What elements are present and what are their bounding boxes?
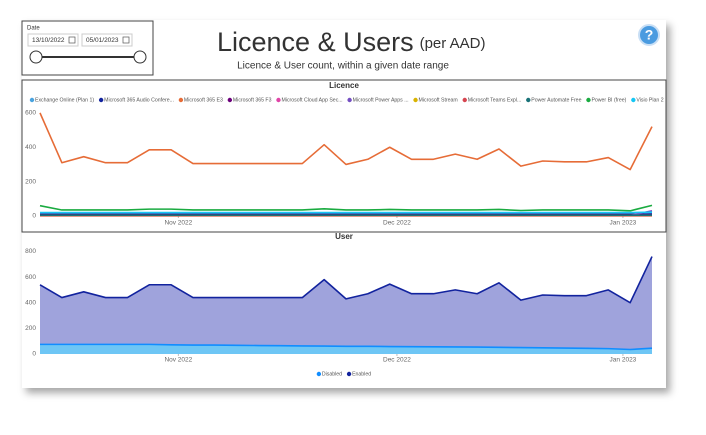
y-tick-label: 400 (25, 144, 36, 151)
slider-handle[interactable] (134, 51, 146, 63)
y-tick-label: 0 (32, 351, 36, 358)
y-tick-label: 400 (25, 299, 36, 306)
legend-label: Power BI (free) (591, 97, 626, 103)
legend-label: Microsoft 365 Audio Confere... (104, 97, 174, 103)
legend-swatch (179, 98, 183, 102)
y-tick-label: 200 (25, 325, 36, 332)
y-tick-label: 800 (25, 248, 36, 255)
y-tick-label: 600 (25, 274, 36, 281)
chart-title: Licence (329, 81, 359, 90)
y-tick-label: 200 (25, 178, 36, 185)
help-icon: ? (645, 27, 654, 43)
x-tick-label: Dec 2022 (383, 220, 411, 227)
slider-handle[interactable] (30, 51, 42, 63)
y-tick-label: 0 (32, 213, 36, 220)
legend-swatch (586, 98, 590, 102)
legend-label: Disabled (322, 371, 342, 377)
legend-label: Microsoft Stream (419, 97, 458, 103)
legend-swatch (463, 98, 467, 102)
legend-label: Microsoft Teams Expl... (468, 97, 522, 103)
legend-swatch (317, 372, 321, 376)
page-subtitle: Licence & User count, within a given dat… (237, 61, 449, 72)
x-tick-label: Jan 2023 (610, 220, 637, 227)
x-tick-label: Nov 2022 (164, 220, 192, 227)
title-main: Licence & Users (217, 27, 414, 57)
legend-label: Power Automate Free (531, 97, 581, 103)
legend-swatch (631, 98, 635, 102)
legend-label: Microsoft 365 E3 (184, 97, 223, 103)
legend-label: Exchange Online (Plan 1) (35, 97, 94, 103)
legend-swatch (347, 372, 351, 376)
x-tick-label: Jan 2023 (610, 357, 637, 364)
legend-swatch (526, 98, 530, 102)
legend-label: Enabled (352, 371, 371, 377)
legend-label: Microsoft Cloud App Sec... (281, 97, 342, 103)
legend-swatch (99, 98, 103, 102)
chart-title: User (335, 232, 353, 241)
legend-swatch (413, 98, 417, 102)
legend-label: Microsoft 365 F3 (233, 97, 272, 103)
date-end: 05/01/2023 (86, 37, 119, 44)
legend-label: Visio Plan 2 (636, 97, 663, 103)
y-tick-label: 600 (25, 110, 36, 117)
slicer-label: Date (27, 26, 40, 32)
legend-label: Microsoft Power Apps ... (353, 97, 409, 103)
legend-swatch (276, 98, 280, 102)
legend-swatch (228, 98, 232, 102)
legend-swatch (347, 98, 351, 102)
date-start: 13/10/2022 (32, 37, 65, 44)
legend-swatch (30, 98, 34, 102)
title-note: (per AAD) (420, 35, 486, 52)
x-tick-label: Dec 2022 (383, 357, 411, 364)
slicer-box (22, 21, 153, 75)
x-tick-label: Nov 2022 (164, 357, 192, 364)
